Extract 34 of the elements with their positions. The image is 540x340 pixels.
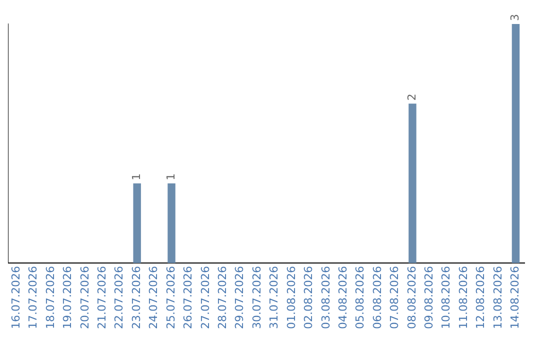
data-label: 1: [164, 173, 178, 180]
x-tick-label: 24.07.2026: [147, 266, 160, 330]
x-tick-label: 10.08.2026: [440, 266, 453, 330]
x-tick-label: 09.08.2026: [422, 266, 436, 330]
x-tick-label: 18.07.2026: [44, 266, 57, 330]
x-tick-label: 21.07.2026: [96, 266, 109, 330]
x-tick-label: 20.07.2026: [78, 266, 92, 330]
x-tick-label: 02.08.2026: [302, 266, 316, 330]
x-tick-label: 08.08.2026: [405, 266, 418, 330]
x-tick-label: 27.07.2026: [198, 266, 212, 330]
x-tick-label: 11.08.2026: [456, 266, 470, 330]
x-tick-label: 06.08.2026: [370, 266, 384, 330]
x-tick-label: 04.08.2026: [336, 266, 350, 330]
x-tick-label: 17.07.2026: [26, 266, 40, 330]
data-label: 2: [405, 94, 418, 101]
data-label: 1: [130, 173, 143, 180]
x-tick-label: 14.08.2026: [508, 266, 522, 330]
x-tick-label: 12.08.2026: [474, 266, 488, 330]
x-tick-label: 28.07.2026: [216, 266, 229, 330]
x-tick-label: 30.07.2026: [250, 266, 264, 330]
x-tick-label: 26.07.2026: [182, 266, 195, 330]
x-tick-label: 22.07.2026: [112, 266, 126, 330]
x-tick-label: 13.08.2026: [491, 266, 504, 330]
x-tick-label: 19.07.2026: [61, 266, 74, 330]
x-tick-label: 29.07.2026: [233, 266, 246, 330]
data-label: 3: [508, 14, 522, 21]
x-tick-label: 23.07.2026: [130, 266, 143, 330]
x-tick-label: 31.07.2026: [268, 266, 281, 330]
x-tick-label: 25.07.2026: [164, 266, 178, 330]
x-tick-label: 16.07.2026: [9, 266, 22, 330]
x-tick-label: 05.08.2026: [354, 266, 367, 330]
x-tick-label: 03.08.2026: [319, 266, 332, 330]
x-tick-label: 07.08.2026: [388, 266, 402, 330]
x-tick-label: 01.08.2026: [284, 266, 298, 330]
